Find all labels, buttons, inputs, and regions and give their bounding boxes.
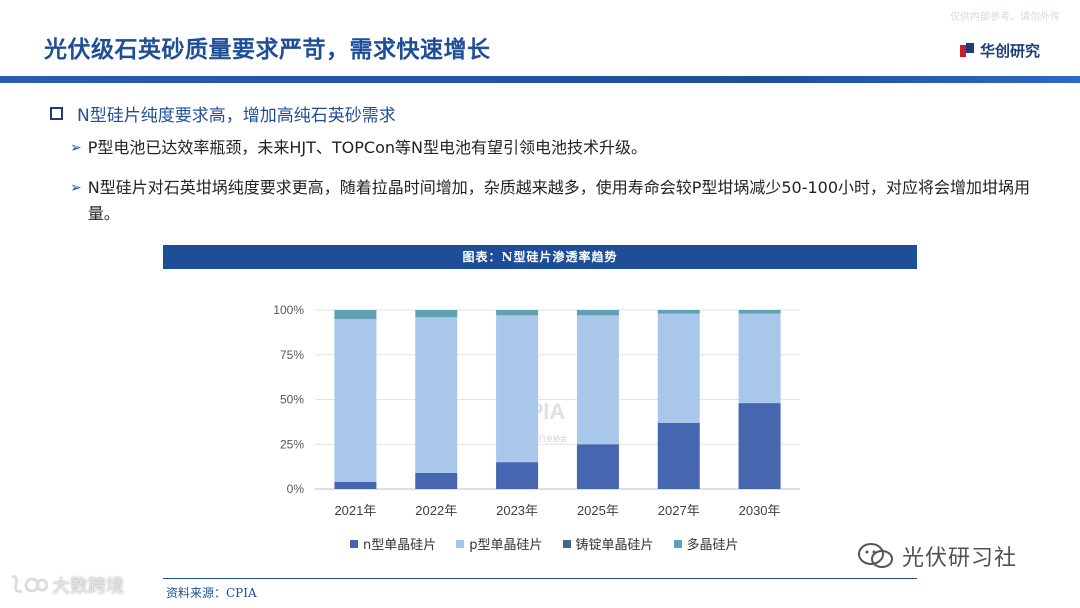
bar-segment	[415, 472, 458, 489]
brand-name: 华创研究	[980, 41, 1041, 60]
bar-segment	[576, 444, 619, 489]
legend-item: 多晶硅片	[673, 534, 739, 553]
cpia-watermark-subtitle: 中国光伏行业协会	[511, 434, 567, 443]
chart-legend: n型单晶硅片 p型单晶硅片 铸锭单晶硅片 多晶硅片	[350, 534, 759, 553]
arrow-bullet-icon: ➢	[70, 180, 82, 196]
legend-label: 多晶硅片	[686, 538, 739, 553]
bar-segment	[415, 310, 458, 318]
bar-segment	[738, 313, 781, 404]
bar-segment	[415, 317, 458, 473]
legend-item: p型单晶硅片	[456, 534, 543, 553]
bullet-item: ➢ N型硅片对石英坩埚纯度要求更高，随着拉晶时间增加，杂质越来越多，使用寿命会较…	[70, 175, 1048, 227]
header-rule	[0, 76, 1080, 83]
bar-segment	[496, 315, 539, 463]
bullet-text: P型电池已达效率瓶颈，未来HJT、TOPCon等N型电池有望引领电池技术升级。	[87, 138, 647, 157]
legend-swatch	[562, 539, 571, 548]
bar-segment	[496, 462, 539, 489]
wechat-watermark: 光伏研习社	[856, 540, 1017, 572]
x-tick-label: 2023年	[496, 503, 538, 518]
x-tick-label: 2027年	[658, 503, 700, 518]
corner-watermark: 大数跨境	[8, 572, 124, 598]
legend-label: p型单晶硅片	[469, 538, 543, 553]
x-tick-label: 2025年	[577, 503, 619, 518]
brand-logo: 华创研究	[958, 38, 1040, 62]
bullet-item: ➢ P型电池已达效率瓶颈，未来HJT、TOPCon等N型电池有望引领电池技术升级…	[70, 135, 1048, 161]
x-tick-label: 2022年	[415, 503, 457, 518]
bar-segment	[576, 315, 619, 445]
bar-segment	[657, 313, 700, 423]
x-tick-label: 2021年	[334, 503, 376, 518]
wechat-watermark-text: 光伏研习社	[902, 546, 1018, 571]
bar-segment	[334, 318, 377, 482]
legend-swatch	[350, 539, 358, 548]
y-tick-label: 25%	[280, 437, 304, 451]
wechat-icon	[858, 543, 893, 568]
bar-segment	[334, 310, 377, 319]
y-tick-label: 100%	[273, 303, 304, 317]
x-tick-label: 2030年	[739, 503, 781, 518]
square-bullet-icon	[50, 107, 63, 120]
corner-watermark-icon	[11, 575, 48, 593]
bar-segment	[738, 310, 781, 314]
arrow-bullet-icon: ➢	[70, 140, 82, 156]
chart-banner: 图表：N型硅片渗透率趋势	[163, 245, 917, 269]
page-title: 光伏级石英砂质量要求严苛，需求快速增长	[44, 37, 491, 63]
source-divider	[163, 578, 917, 579]
legend-item: 铸锭单晶硅片	[562, 534, 654, 553]
bar-segment	[657, 422, 700, 489]
bar-segment	[334, 481, 377, 489]
y-tick-label: 75%	[280, 348, 304, 362]
bar-segment	[738, 403, 781, 489]
legend-item: n型单晶硅片	[350, 534, 436, 553]
y-tick-label: 50%	[280, 393, 304, 407]
legend-swatch	[456, 539, 465, 548]
source-note: 资料来源：CPIA	[166, 586, 257, 600]
brand-flag-icon	[960, 43, 974, 57]
corner-watermark-text: 大数跨境	[52, 576, 124, 597]
legend-swatch	[673, 539, 682, 548]
bar-segment	[576, 310, 619, 316]
legend-label: 铸锭单晶硅片	[575, 538, 654, 553]
y-tick-label: 0%	[287, 482, 305, 496]
header-watermark: 仅供内部参考，请勿外传	[950, 12, 1060, 23]
legend-label: n型单晶硅片	[363, 538, 437, 553]
section-heading-text: N型硅片纯度要求高，增加高纯石英砂需求	[77, 106, 396, 126]
section-heading: N型硅片纯度要求高，增加高纯石英砂需求	[50, 101, 396, 126]
bar-segment	[496, 310, 539, 316]
bar-segment	[657, 310, 700, 314]
bullet-text: N型硅片对石英坩埚纯度要求更高，随着拉晶时间增加，杂质越来越多，使用寿命会较P型…	[87, 178, 1031, 223]
